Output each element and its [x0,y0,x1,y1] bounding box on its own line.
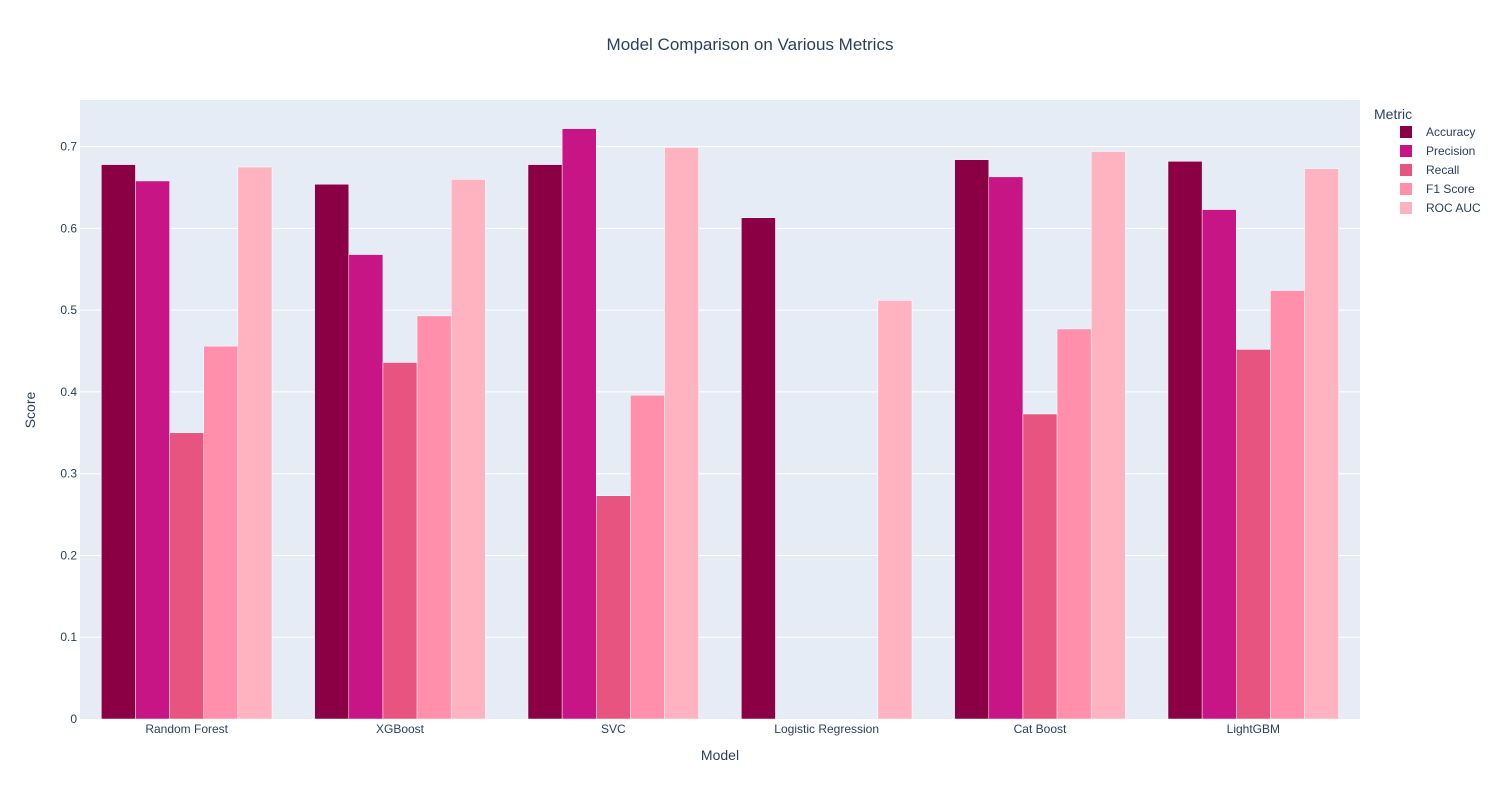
y-tick-label: 0 [70,712,77,726]
bar-roc-auc[interactable] [877,300,913,720]
bar-accuracy[interactable] [741,217,776,720]
legend-item[interactable]: Accuracy [1400,125,1475,139]
legend-item[interactable]: Precision [1400,144,1475,158]
legend-item[interactable]: F1 Score [1400,182,1475,196]
bar-accuracy[interactable] [101,164,136,720]
legend-label: ROC AUC [1426,201,1481,215]
bar-f1-score[interactable] [203,345,239,720]
bar-recall[interactable] [382,362,418,720]
x-axis-title: Model [701,747,739,763]
y-tick-label: 0.2 [60,548,77,562]
x-tick-label: LightGBM [1227,722,1280,736]
bar-precision[interactable] [135,180,170,720]
legend-swatch [1400,126,1412,138]
legend-label: Precision [1426,144,1475,158]
x-tick-label: Random Forest [145,722,228,736]
legend[interactable]: Metric Accuracy Precision Recall F1 Score RO… [1374,106,1481,215]
legend-label: F1 Score [1426,182,1475,196]
legend-item[interactable]: Recall [1400,163,1459,177]
bar-f1-score[interactable] [1270,290,1305,720]
bar-precision[interactable] [1201,209,1237,720]
y-tick-label: 0.4 [60,385,77,399]
y-tick-label: 0.6 [60,221,77,235]
legend-item[interactable]: ROC AUC [1400,201,1481,215]
chart-title: Model Comparison on Various Metrics [607,35,894,54]
bar-accuracy[interactable] [1167,161,1203,720]
bar-precision[interactable] [988,176,1024,720]
bar-precision[interactable] [348,254,384,720]
legend-title: Metric [1374,106,1412,122]
bar-recall[interactable] [1236,349,1271,720]
y-tick-label: 0.1 [60,630,77,644]
y-axis-ticks: 0 0.1 0.2 0.3 0.4 0.5 0.6 0.7 [60,140,77,726]
legend-label: Accuracy [1426,125,1475,139]
gridlines [80,146,1360,638]
plot-area [80,100,1360,719]
bar-accuracy[interactable] [954,159,990,720]
bar-recall[interactable] [1022,413,1058,720]
legend-label: Recall [1426,163,1459,177]
bar-roc-auc[interactable] [1090,151,1126,720]
legend-swatch [1400,164,1412,176]
y-tick-label: 0.7 [60,140,77,154]
legend-swatch [1400,202,1412,214]
bar-recall[interactable] [169,432,204,720]
legend-swatch [1400,183,1412,195]
y-tick-label: 0.3 [60,467,77,481]
bars [101,128,1339,720]
x-tick-label: SVC [601,722,626,736]
bar-precision[interactable] [561,128,597,720]
legend-items[interactable]: Accuracy Precision Recall F1 Score ROC AUC [1400,125,1481,215]
bar-roc-auc[interactable] [1304,168,1339,720]
y-axis-title: Score [22,392,38,429]
bar-f1-score[interactable] [416,315,452,720]
x-tick-label: Cat Boost [1014,722,1067,736]
bar-roc-auc[interactable] [450,179,486,720]
bar-roc-auc[interactable] [237,166,273,720]
y-tick-label: 0.5 [60,303,77,317]
bar-roc-auc[interactable] [664,147,699,720]
bar-f1-score[interactable] [1056,328,1092,720]
x-tick-label: Logistic Regression [774,722,879,736]
bar-accuracy[interactable] [527,164,563,720]
legend-swatch [1400,145,1412,157]
bar-accuracy[interactable] [314,183,350,720]
bar-recall[interactable] [596,495,631,720]
x-tick-label: XGBoost [376,722,425,736]
bar-f1-score[interactable] [630,394,665,720]
x-axis-ticks: Random Forest XGBoost SVC Logistic Regressi… [145,722,1280,736]
